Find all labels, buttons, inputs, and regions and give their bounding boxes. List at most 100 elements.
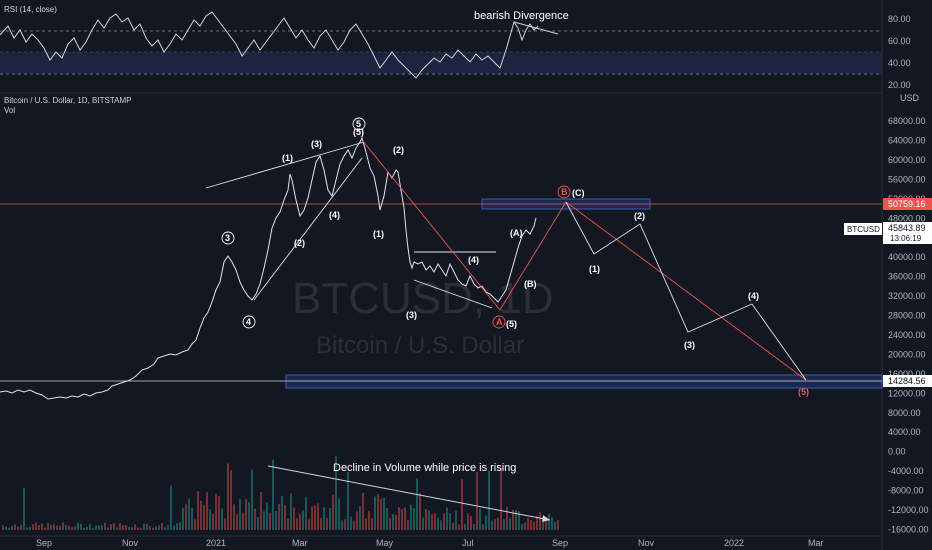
wave-f2: (2) [634, 211, 645, 221]
vol-label: Vol [4, 106, 15, 115]
price-axis-label: 24000.00 [888, 330, 926, 340]
volume-bar [251, 469, 253, 530]
volume-bar [392, 514, 394, 530]
price-axis-label: 12000.00 [888, 388, 926, 398]
volume-bar [209, 509, 211, 530]
volume-bar [395, 514, 397, 530]
volume-bar [236, 514, 238, 530]
volume-bar [452, 522, 454, 530]
wave-b4: (4) [468, 255, 479, 265]
volume-bar [533, 521, 535, 530]
wave-1: (1) [282, 153, 293, 163]
price-axis[interactable]: USD 68000.0064000.0060000.0056000.005200… [844, 93, 932, 534]
symbol-title: Bitcoin / U.S. Dollar, 1D, BITSTAMP [4, 96, 131, 105]
volume-bar [86, 526, 88, 530]
resistance-price: 50759.16 [888, 199, 926, 209]
volume-bar [485, 515, 487, 530]
volume-bar [65, 525, 67, 530]
volume-bar [305, 496, 307, 530]
current-symbol: BTCUSD [847, 225, 880, 234]
volume-bar [170, 485, 172, 530]
volume-bar [158, 525, 160, 530]
volume-bar [155, 526, 157, 530]
volume-bar [182, 507, 184, 530]
wave-pA: (A) [510, 228, 523, 238]
volume-bar [446, 507, 448, 530]
volume-bar [545, 518, 547, 530]
volume-bar [140, 528, 142, 530]
price-axis-label: 28000.00 [888, 311, 926, 321]
volume-bar [35, 522, 37, 530]
volume-bar [272, 459, 274, 530]
volume-pane[interactable]: Decline in Volume while price is rising [2, 455, 559, 530]
volume-bar [167, 525, 169, 530]
volume-bar [380, 498, 382, 530]
volume-bar [386, 508, 388, 530]
volume-bar [374, 496, 376, 530]
volume-trendline[interactable] [267, 465, 551, 521]
volume-bar [80, 523, 82, 530]
volume-bar [95, 525, 97, 530]
currency-label: USD [900, 93, 920, 103]
volume-bar [176, 523, 178, 530]
volume-bar [368, 511, 370, 530]
time-axis-label: Nov [638, 538, 655, 548]
volume-bar [101, 525, 103, 530]
volume-bar [461, 479, 463, 530]
volume-bar [497, 517, 499, 530]
rsi-divergence-line[interactable] [513, 21, 559, 35]
volume-bar [326, 518, 328, 530]
volume-bar [263, 511, 265, 530]
wave-b2: (2) [393, 145, 404, 155]
volume-bar [191, 507, 193, 530]
support-price: 14284.56 [888, 376, 926, 386]
rsi-pane[interactable]: RSI (14, close) bearish Divergence [0, 5, 882, 79]
current-symbol-tag [844, 223, 882, 235]
volume-bar [410, 504, 412, 530]
volume-bar [332, 494, 334, 530]
volume-bar [293, 507, 295, 530]
volume-bar [359, 506, 361, 530]
volume-bar [266, 502, 268, 530]
volume-trendline-arrow [542, 515, 550, 522]
support-price-tag [883, 375, 932, 387]
volume-bar [206, 492, 208, 530]
time-axis-label: Jul [462, 538, 474, 548]
volume-bar [254, 508, 256, 530]
price-pane[interactable]: Bitcoin / U.S. Dollar, 1D, BITSTAMP Vol … [0, 96, 883, 400]
volume-bar [299, 513, 301, 530]
support-zone[interactable] [285, 374, 883, 389]
price-axis-label: -8000.00 [888, 486, 924, 496]
volume-bar [257, 516, 259, 530]
price-axis-label: 32000.00 [888, 291, 926, 301]
volume-bar [68, 525, 70, 530]
volume-bar [551, 517, 553, 530]
volume-bar [548, 513, 550, 530]
volume-bar [50, 524, 52, 530]
volume-bar [371, 517, 373, 530]
price-axis-label: 20000.00 [888, 349, 926, 359]
volume-bar [107, 527, 109, 530]
volume-bar [188, 498, 190, 530]
volume-bar [134, 524, 136, 530]
volume-bar [281, 496, 283, 530]
volume-bar [227, 463, 229, 530]
price-axis-label: 36000.00 [888, 272, 926, 282]
projection-path[interactable] [565, 201, 807, 381]
volume-bar [458, 524, 460, 530]
wave-trendlines[interactable] [205, 141, 496, 309]
current-price: 45843.89 [888, 223, 926, 233]
volume-bar [554, 521, 556, 530]
volume-bar [296, 518, 298, 530]
volume-bar [14, 524, 16, 530]
volume-bar [77, 522, 79, 530]
volume-bar [377, 494, 379, 530]
volume-bar [455, 511, 457, 530]
volume-bar [20, 524, 22, 530]
wave-circle-3-label: 3 [225, 233, 230, 243]
time-axis[interactable]: Sep Nov 2021 Mar May Jul Sep Nov 2022 Mar [36, 538, 824, 548]
volume-bar [74, 526, 76, 530]
volume-bar [389, 517, 391, 530]
red-trendlines[interactable] [361, 139, 807, 381]
